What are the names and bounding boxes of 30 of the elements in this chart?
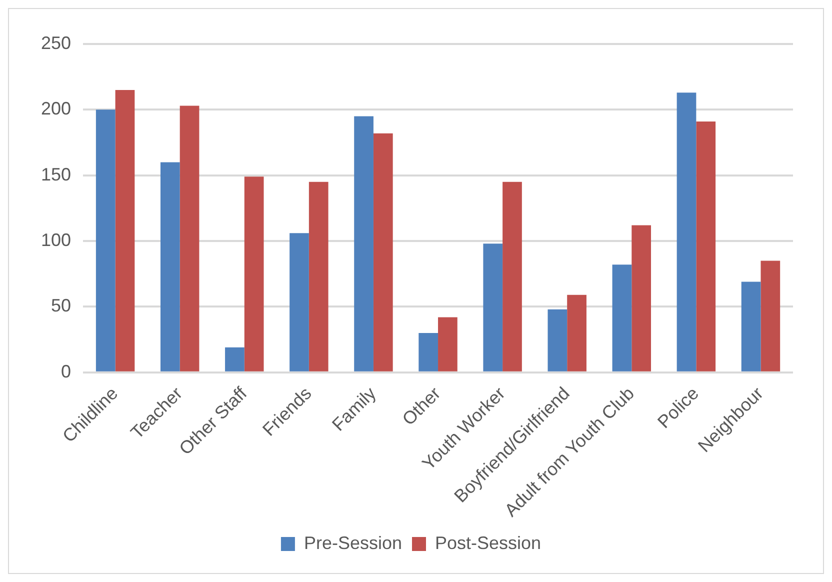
bar — [180, 106, 200, 372]
bar — [696, 122, 716, 372]
y-tick-label: 150 — [40, 164, 72, 184]
bar — [676, 92, 696, 372]
bar — [741, 282, 761, 372]
y-tick-label: 50 — [51, 296, 72, 316]
bar — [290, 233, 309, 372]
bar — [483, 244, 503, 372]
y-tick-label: 200 — [40, 98, 72, 119]
y-tick-label: 100 — [40, 230, 72, 250]
bar — [760, 260, 780, 372]
bar — [354, 116, 374, 372]
bar — [548, 309, 568, 372]
bar — [96, 110, 116, 372]
legend-label: Post-Session — [434, 532, 542, 553]
bar — [502, 182, 522, 372]
y-tick-label: 250 — [40, 32, 72, 53]
bar — [308, 182, 328, 372]
y-tick-label: 0 — [61, 361, 72, 382]
bar — [438, 317, 458, 372]
bar — [567, 294, 586, 372]
bar — [373, 133, 393, 372]
bar — [418, 332, 438, 372]
bar — [632, 225, 652, 372]
bar — [225, 347, 244, 372]
legend-label: Pre-Session — [304, 532, 402, 553]
bar — [115, 90, 135, 372]
bar — [244, 176, 264, 372]
bar — [160, 162, 180, 372]
bar — [612, 264, 632, 372]
